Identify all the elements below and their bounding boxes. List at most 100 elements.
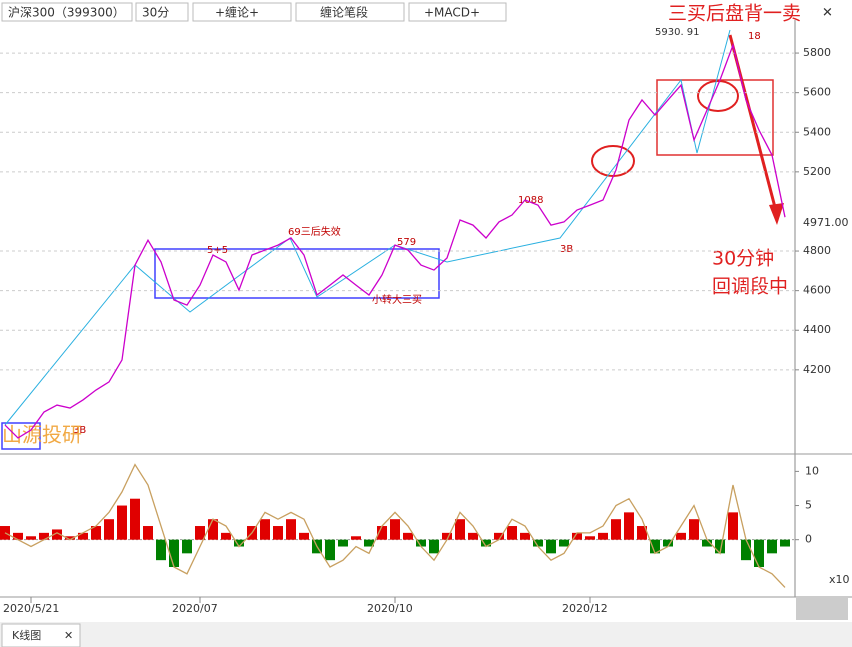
macd-bar bbox=[39, 532, 49, 540]
macd-bar bbox=[221, 532, 231, 540]
macd-bar bbox=[143, 526, 153, 540]
macd-bar bbox=[13, 532, 23, 540]
macd-bar bbox=[585, 536, 595, 540]
x-tick-label: 2020/10 bbox=[367, 602, 413, 615]
macd-bar bbox=[416, 539, 426, 547]
annotation: 579 bbox=[397, 237, 416, 248]
tab[interactable] bbox=[1, 623, 81, 647]
dif-line bbox=[4, 463, 786, 588]
macd-bar bbox=[702, 539, 712, 547]
last-price-label: 4971.00 bbox=[803, 216, 849, 229]
y-tick-label: 4200 bbox=[803, 363, 831, 376]
y-tick-label: 4600 bbox=[803, 284, 831, 297]
tab-bar bbox=[0, 622, 852, 647]
macd-bar bbox=[650, 539, 660, 554]
toolbar-button: +MACD+ bbox=[424, 6, 480, 20]
x-tick-label: 2020/12 bbox=[562, 602, 608, 615]
macd-bar bbox=[390, 519, 400, 540]
macd-bar bbox=[338, 539, 348, 547]
macd-bar bbox=[715, 539, 725, 554]
annotation: 3B bbox=[560, 244, 573, 255]
macd-bar bbox=[195, 526, 205, 540]
macd-bar bbox=[260, 519, 270, 540]
annotation: 5+5 bbox=[207, 245, 228, 256]
macd-bar bbox=[156, 539, 166, 561]
macd-bar bbox=[689, 519, 699, 540]
period: 30分 bbox=[142, 6, 169, 20]
macd-bar bbox=[494, 532, 504, 540]
y-tick-label: 5800 bbox=[803, 46, 831, 59]
macd-bar bbox=[208, 519, 218, 540]
button-box[interactable] bbox=[192, 2, 292, 22]
macd-bar bbox=[676, 532, 686, 540]
price-line bbox=[4, 42, 786, 439]
macd-bar bbox=[364, 539, 374, 547]
macd-bar bbox=[468, 532, 478, 540]
period-box[interactable] bbox=[135, 2, 189, 22]
macd-bar bbox=[104, 519, 114, 540]
annotation: 18 bbox=[748, 31, 761, 42]
macd-bar bbox=[611, 519, 621, 540]
close-icon[interactable]: ✕ bbox=[822, 6, 833, 21]
pivot-box bbox=[656, 79, 774, 156]
y-tick-label: 5 bbox=[805, 499, 812, 512]
macd-bar bbox=[598, 532, 608, 540]
macd-bar bbox=[78, 532, 88, 540]
macd-bar bbox=[130, 498, 140, 540]
macd-bar bbox=[286, 519, 296, 540]
tab-close[interactable]: ✕ bbox=[64, 629, 73, 642]
x-tick-label: 2020/5/21 bbox=[3, 602, 59, 615]
macd-bar bbox=[754, 539, 764, 567]
button-box[interactable] bbox=[408, 2, 507, 22]
macd-bar bbox=[91, 526, 101, 540]
annotation: 小转大三买 bbox=[372, 293, 422, 306]
macd-bar bbox=[455, 519, 465, 540]
macd-bar bbox=[624, 512, 634, 540]
highlight-ellipse bbox=[697, 80, 739, 112]
note: 30分钟 bbox=[712, 248, 774, 270]
y-tick-label: 4800 bbox=[803, 244, 831, 257]
macd-bar bbox=[442, 532, 452, 540]
macd-bar bbox=[403, 532, 413, 540]
toolbar-button: 缠论笔段 bbox=[320, 5, 368, 20]
macd-bar bbox=[520, 532, 530, 540]
pivot-box bbox=[1, 422, 41, 450]
tab-label: K线图 bbox=[12, 628, 41, 642]
pivot-box bbox=[154, 248, 440, 299]
macd-bar bbox=[169, 539, 179, 567]
annotation: 3B bbox=[73, 425, 86, 436]
macd-bar bbox=[182, 539, 192, 554]
headline: 三买后盘背一卖 bbox=[668, 3, 801, 25]
y-tick-label: 5200 bbox=[803, 165, 831, 178]
macd-bar bbox=[65, 536, 75, 540]
macd-bar bbox=[273, 526, 283, 540]
macd-bar bbox=[533, 539, 543, 547]
macd-bar bbox=[429, 539, 439, 554]
scroll-box[interactable] bbox=[796, 598, 848, 620]
macd-bar bbox=[546, 539, 556, 554]
y-tick-label: 5600 bbox=[803, 86, 831, 99]
macd-bar bbox=[377, 526, 387, 540]
macd-bar bbox=[325, 539, 335, 561]
symbol-box[interactable] bbox=[1, 2, 133, 22]
macd-bar bbox=[663, 539, 673, 547]
macd-bar bbox=[117, 505, 127, 540]
macd-bar bbox=[351, 536, 361, 540]
button-box[interactable] bbox=[295, 2, 405, 22]
y-tick-label: 5400 bbox=[803, 125, 831, 138]
y-tick-label: 4400 bbox=[803, 323, 831, 336]
note: 回调段中 bbox=[712, 276, 788, 298]
toolbar-button: +缠论+ bbox=[215, 5, 259, 20]
macd-bar bbox=[741, 539, 751, 561]
scale-label: x10 bbox=[829, 573, 850, 586]
macd-bar bbox=[559, 539, 569, 547]
macd-bar bbox=[52, 529, 62, 540]
macd-bar bbox=[637, 526, 647, 540]
macd-bar bbox=[767, 539, 777, 554]
macd-bar bbox=[234, 539, 244, 547]
arrow-head bbox=[769, 203, 784, 225]
macd-bar bbox=[299, 532, 309, 540]
y-tick-label: 10 bbox=[805, 464, 819, 477]
